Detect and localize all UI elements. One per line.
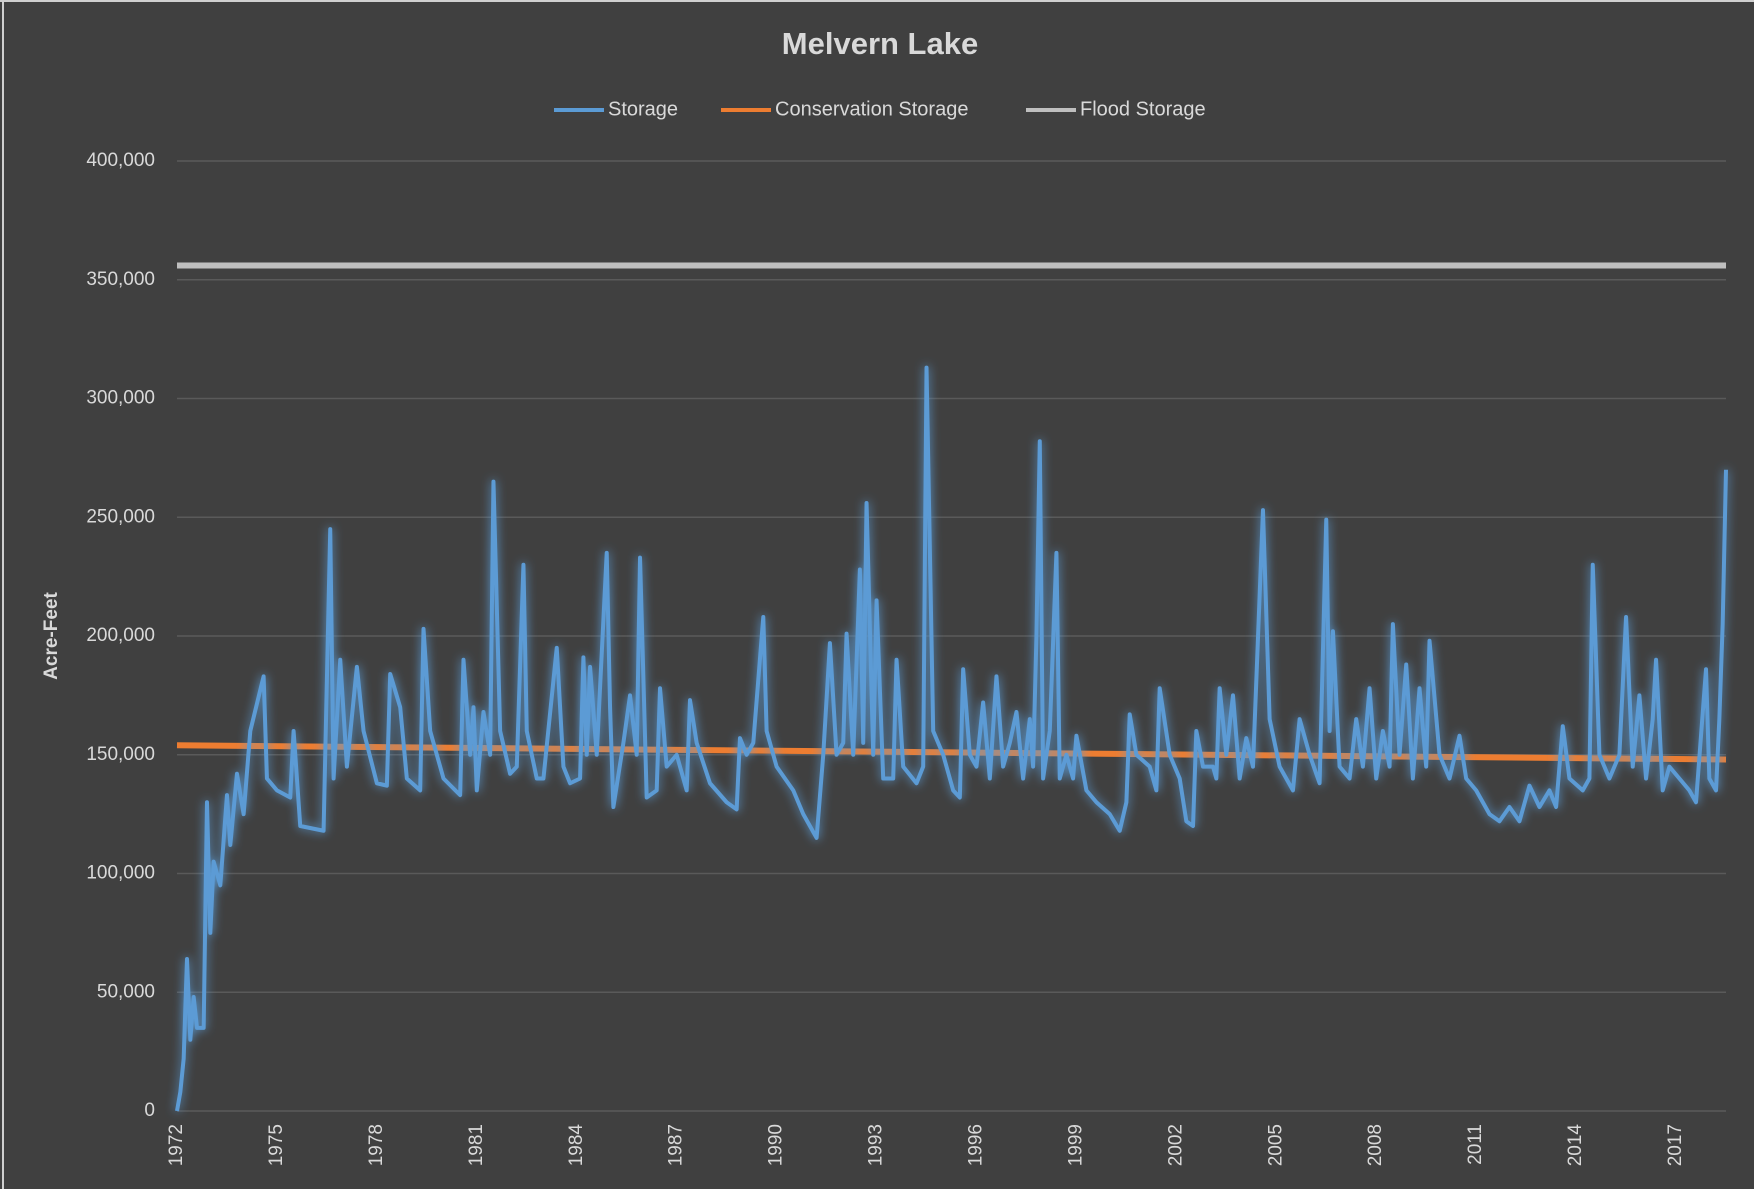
y-tick-label: 150,000 — [86, 744, 155, 765]
y-axis-label: Acre-Feet — [41, 592, 62, 680]
x-tick-label: 2011 — [1465, 1124, 1486, 1165]
x-tick-label: 1993 — [866, 1124, 887, 1166]
y-tick-label: 300,000 — [86, 388, 155, 409]
x-tick-label: 1987 — [666, 1124, 687, 1166]
y-tick-label: 0 — [144, 1100, 155, 1121]
legend: Storage Conservation Storage Flood Storage — [554, 98, 1206, 120]
x-tick-label: 1990 — [766, 1124, 787, 1166]
plot-area — [175, 262, 1728, 1112]
legend-label: Flood Storage — [1080, 98, 1206, 120]
x-tick-label: 1975 — [266, 1124, 287, 1166]
axis-labels: 0 50,000 100,000 150,000 200,000 250,000 300,0… — [86, 150, 1686, 1166]
y-tick-label: 200,000 — [86, 625, 155, 646]
x-tick-label: 1996 — [965, 1124, 986, 1166]
x-tick-label: 2017 — [1665, 1124, 1686, 1166]
series-line — [175, 365, 1728, 1112]
y-tick-label: 400,000 — [86, 150, 155, 171]
legend-label: Conservation Storage — [775, 98, 968, 120]
y-tick-label: 100,000 — [86, 863, 155, 884]
x-tick-label: 1999 — [1065, 1124, 1086, 1166]
x-tick-label: 1981 — [466, 1124, 487, 1166]
x-tick-label: 1972 — [166, 1124, 187, 1166]
x-tick-label: 2014 — [1565, 1124, 1586, 1167]
x-tick-label: 1984 — [566, 1124, 587, 1167]
chart-title: Melvern Lake — [782, 26, 978, 61]
x-tick-label: 2002 — [1165, 1124, 1186, 1166]
y-tick-label: 350,000 — [86, 269, 155, 290]
x-tick-label: 1978 — [366, 1124, 387, 1166]
x-tick-label: 2005 — [1265, 1124, 1286, 1166]
y-tick-label: 50,000 — [97, 981, 155, 1002]
legend-label: Storage — [608, 98, 678, 120]
y-tick-label: 250,000 — [86, 506, 155, 527]
x-tick-label: 2008 — [1365, 1124, 1386, 1166]
